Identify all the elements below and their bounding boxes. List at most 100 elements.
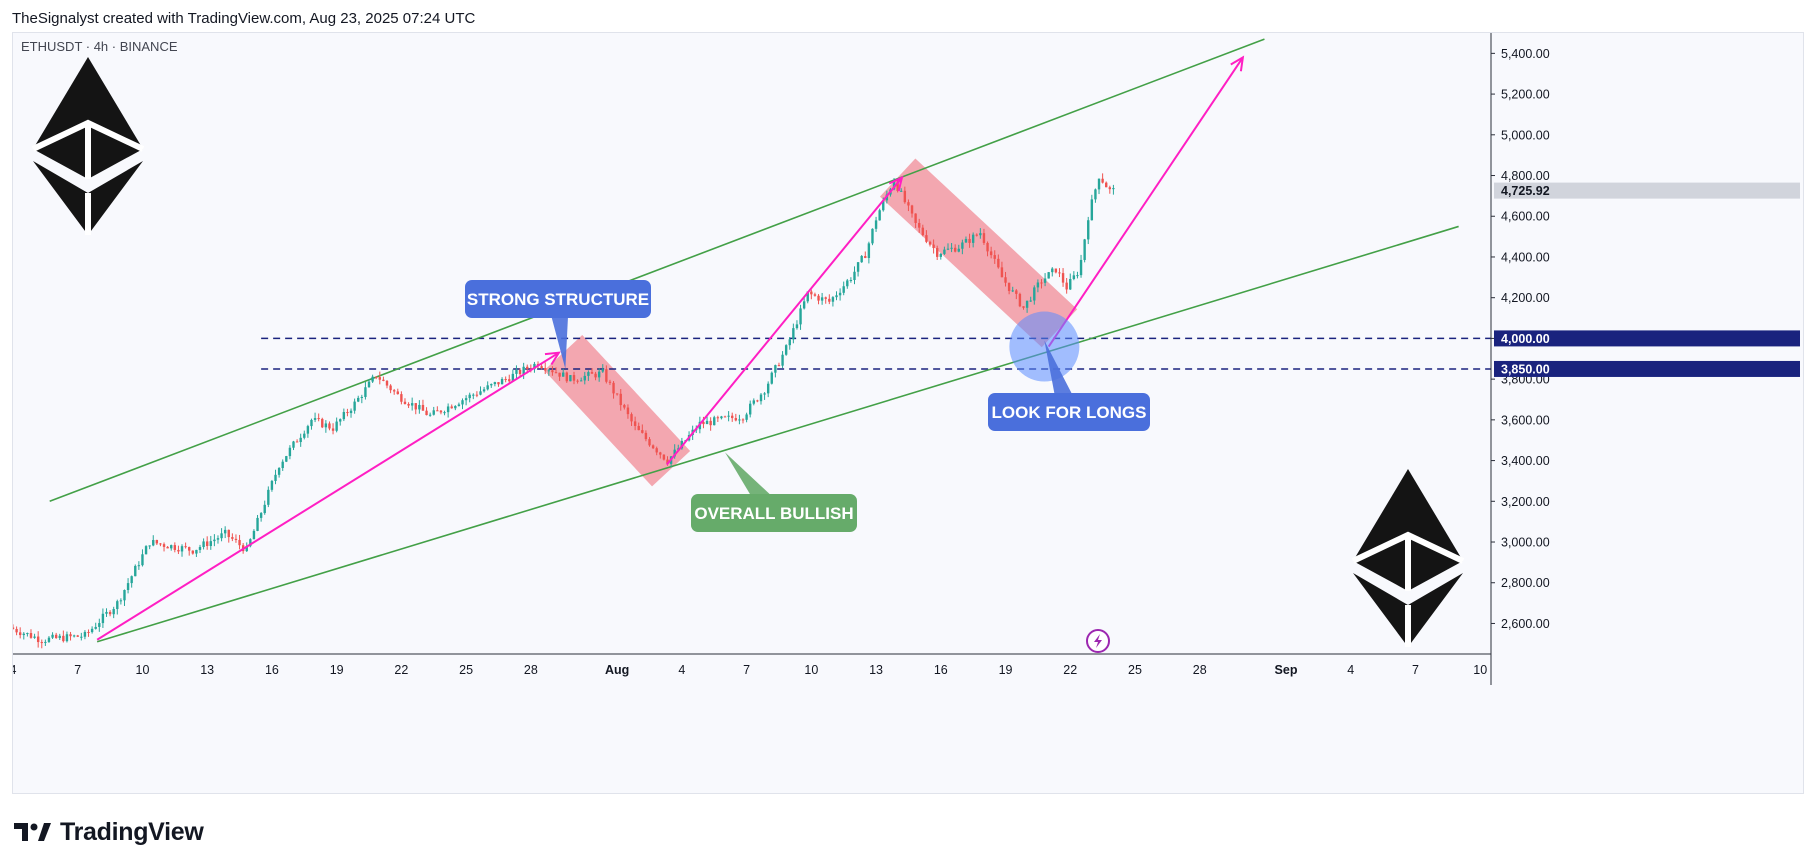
candle-body <box>94 626 97 629</box>
candle-body <box>389 385 392 391</box>
candle-body <box>551 370 554 373</box>
candle-body <box>317 418 320 420</box>
y-tick-label: 4,600.00 <box>1501 210 1550 224</box>
candle-body <box>22 633 25 636</box>
candle-body <box>1101 178 1104 183</box>
tradingview-brand[interactable]: TradingView <box>14 818 204 847</box>
y-tick-label: 5,200.00 <box>1501 88 1550 102</box>
candle-body <box>795 324 799 329</box>
x-tick-label: 16 <box>265 663 279 677</box>
y-tick-label: 3,000.00 <box>1501 536 1550 550</box>
trend-arrow[interactable] <box>665 176 903 466</box>
candle-body <box>357 397 360 402</box>
callout-box[interactable] <box>988 393 1150 431</box>
candle-body <box>47 637 51 642</box>
candle-body <box>18 632 22 636</box>
candle-body <box>975 234 978 236</box>
candle-body <box>152 540 155 546</box>
candle-body <box>817 295 820 301</box>
candle-body <box>497 382 500 385</box>
candle-body <box>1011 290 1014 292</box>
last-price-badge <box>1494 182 1800 199</box>
price-chart[interactable]: STRONG STRUCTURE OVERALL BULLISH LOOK FOR … <box>10 33 1803 793</box>
candle-body <box>766 383 770 394</box>
channel-upper-line[interactable] <box>49 38 1265 503</box>
candle-body <box>101 613 105 624</box>
candle-body <box>910 205 914 214</box>
candle-body <box>33 636 36 638</box>
channel-lower-line[interactable] <box>96 225 1459 643</box>
brand-name: TradingView <box>60 818 204 846</box>
candle-body <box>58 635 61 639</box>
support-zone-circle <box>1009 311 1080 382</box>
callout-box[interactable] <box>691 494 857 532</box>
candle-body <box>216 538 220 540</box>
candle-body <box>1018 293 1022 307</box>
candle-body <box>1105 182 1108 188</box>
candle-body <box>522 366 525 375</box>
candle-body <box>116 601 119 610</box>
candle-body <box>421 404 425 411</box>
trend-arrow[interactable] <box>96 351 560 641</box>
candle-body <box>637 425 640 431</box>
candle-body <box>928 241 932 245</box>
x-tick-label: 22 <box>394 663 408 677</box>
candle-body <box>486 385 489 390</box>
candle-body <box>339 419 342 422</box>
candle-body <box>234 538 238 540</box>
correction-zone <box>879 158 1078 348</box>
lightning-icon[interactable] <box>1086 629 1110 653</box>
y-tick-label: 2,600.00 <box>1501 617 1550 631</box>
candle-body <box>249 539 252 547</box>
candle-body <box>677 448 680 450</box>
candle-body <box>72 635 76 637</box>
arrow-head <box>544 351 561 366</box>
level-price-badge <box>1494 330 1800 347</box>
candle-body <box>961 242 964 249</box>
last-price-label: 4,725.92 <box>1501 184 1550 198</box>
candle-body <box>342 412 346 420</box>
candle-body <box>231 537 234 539</box>
candle-body <box>565 372 568 382</box>
candle-body <box>900 190 903 192</box>
candle-body <box>896 181 899 191</box>
candle-body <box>1004 277 1007 283</box>
candle-body <box>173 545 177 550</box>
candle-body <box>997 258 1000 268</box>
candle-body <box>500 378 504 385</box>
candle-body <box>324 423 328 428</box>
candle-body <box>281 461 284 469</box>
callout-box[interactable] <box>465 280 651 318</box>
candle-body <box>705 420 709 425</box>
candle-body <box>475 394 479 396</box>
candle-body <box>353 401 356 411</box>
candle-body <box>378 377 382 380</box>
candle-body <box>723 416 727 418</box>
trend-arrow[interactable] <box>1047 56 1244 348</box>
candle-body <box>123 590 126 601</box>
candle-body <box>1047 272 1050 279</box>
candle-body <box>745 414 748 420</box>
y-tick-label: 3,600.00 <box>1501 413 1550 427</box>
candle-body <box>1090 199 1094 221</box>
candle-body <box>119 600 123 602</box>
candle-body <box>11 627 15 629</box>
candle-body <box>1097 178 1101 190</box>
candle-body <box>223 529 227 534</box>
candle-body <box>831 297 835 302</box>
x-tick-label: Sep <box>1275 663 1298 677</box>
candle-body <box>446 406 450 413</box>
candle-body <box>508 379 511 382</box>
candle-body <box>1065 282 1068 290</box>
arrow-head <box>888 175 904 192</box>
candle-body <box>820 297 824 301</box>
candle-body <box>288 447 292 457</box>
candle-body <box>1007 282 1011 291</box>
candle-body <box>1043 278 1047 283</box>
candle-body <box>270 480 274 490</box>
candle-body <box>749 403 752 415</box>
candle-body <box>838 292 842 296</box>
candle-body <box>655 448 658 453</box>
chart-frame: STRONG STRUCTURE OVERALL BULLISH LOOK FOR … <box>10 32 1804 794</box>
candle-body <box>274 474 277 481</box>
